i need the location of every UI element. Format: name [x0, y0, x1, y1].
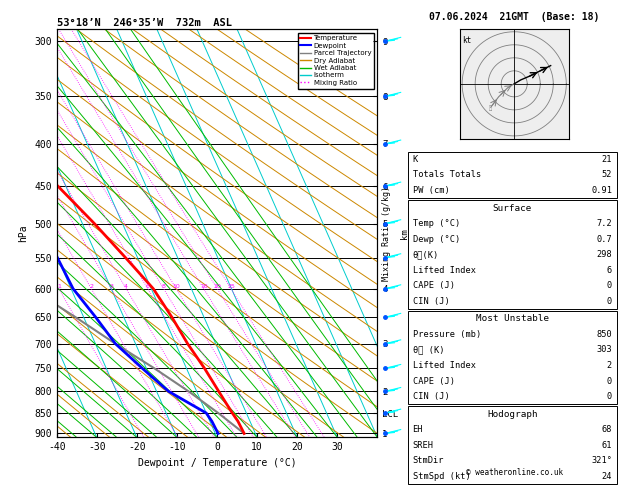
Bar: [408, 200, 617, 309]
Bar: [408, 406, 617, 484]
Y-axis label: hPa: hPa: [19, 225, 28, 242]
Text: 6: 6: [607, 266, 612, 275]
Text: Lifted Index: Lifted Index: [413, 361, 476, 370]
Text: 298: 298: [596, 250, 612, 259]
Text: StmDir: StmDir: [413, 456, 444, 465]
Text: 303: 303: [596, 346, 612, 354]
X-axis label: Dewpoint / Temperature (°C): Dewpoint / Temperature (°C): [138, 458, 296, 468]
Text: 2: 2: [607, 361, 612, 370]
Text: 3: 3: [109, 284, 113, 289]
Y-axis label: km
ASL: km ASL: [400, 225, 419, 242]
Text: 52: 52: [601, 171, 612, 179]
Text: 20: 20: [213, 284, 221, 289]
Text: 6: 6: [146, 284, 150, 289]
Text: 24: 24: [601, 472, 612, 481]
Text: 21: 21: [601, 155, 612, 164]
Text: θᴇ(K): θᴇ(K): [413, 250, 439, 259]
Text: 0: 0: [607, 297, 612, 306]
Text: CAPE (J): CAPE (J): [413, 281, 455, 290]
Text: Pressure (mb): Pressure (mb): [413, 330, 481, 339]
Text: 0: 0: [607, 281, 612, 290]
Text: 1: 1: [57, 284, 61, 289]
Text: Temp (°C): Temp (°C): [413, 219, 460, 228]
Text: 61: 61: [601, 441, 612, 450]
Text: 25: 25: [227, 284, 235, 289]
Text: Dewp (°C): Dewp (°C): [413, 235, 460, 243]
Text: 0.91: 0.91: [591, 186, 612, 195]
Text: 4: 4: [124, 284, 128, 289]
Bar: [408, 152, 617, 198]
Text: Hodograph: Hodograph: [487, 410, 538, 418]
Text: 321°: 321°: [591, 456, 612, 465]
Text: Totals Totals: Totals Totals: [413, 171, 481, 179]
Text: EH: EH: [413, 425, 423, 434]
Text: 7.2: 7.2: [596, 219, 612, 228]
Text: 07.06.2024  21GMT  (Base: 18): 07.06.2024 21GMT (Base: 18): [430, 12, 599, 22]
Text: kt: kt: [462, 35, 471, 45]
Text: 10: 10: [172, 284, 180, 289]
Text: 68: 68: [601, 425, 612, 434]
Text: Mixing Ratio (g/kg): Mixing Ratio (g/kg): [382, 186, 391, 281]
Text: Lifted Index: Lifted Index: [413, 266, 476, 275]
Text: CIN (J): CIN (J): [413, 392, 449, 401]
Text: 0: 0: [607, 377, 612, 385]
Text: 16: 16: [200, 284, 208, 289]
Text: SREH: SREH: [413, 441, 433, 450]
Text: 850: 850: [596, 330, 612, 339]
Bar: [408, 311, 617, 404]
Text: 8: 8: [162, 284, 165, 289]
Text: 0: 0: [607, 392, 612, 401]
Text: Most Unstable: Most Unstable: [476, 314, 549, 323]
Legend: Temperature, Dewpoint, Parcel Trajectory, Dry Adiabat, Wet Adiabat, Isotherm, Mi: Temperature, Dewpoint, Parcel Trajectory…: [298, 33, 374, 88]
Text: 53°18’N  246°35’W  732m  ASL: 53°18’N 246°35’W 732m ASL: [57, 18, 231, 28]
Text: PW (cm): PW (cm): [413, 186, 449, 195]
Text: StmSpd (kt): StmSpd (kt): [413, 472, 470, 481]
Text: CAPE (J): CAPE (J): [413, 377, 455, 385]
Text: 2: 2: [89, 284, 93, 289]
Text: 0.7: 0.7: [596, 235, 612, 243]
Text: θᴇ (K): θᴇ (K): [413, 346, 444, 354]
Text: K: K: [413, 155, 418, 164]
Text: Surface: Surface: [493, 204, 532, 212]
Text: CIN (J): CIN (J): [413, 297, 449, 306]
Text: ⭐: ⭐: [489, 105, 493, 111]
Text: © weatheronline.co.uk: © weatheronline.co.uk: [466, 468, 563, 477]
